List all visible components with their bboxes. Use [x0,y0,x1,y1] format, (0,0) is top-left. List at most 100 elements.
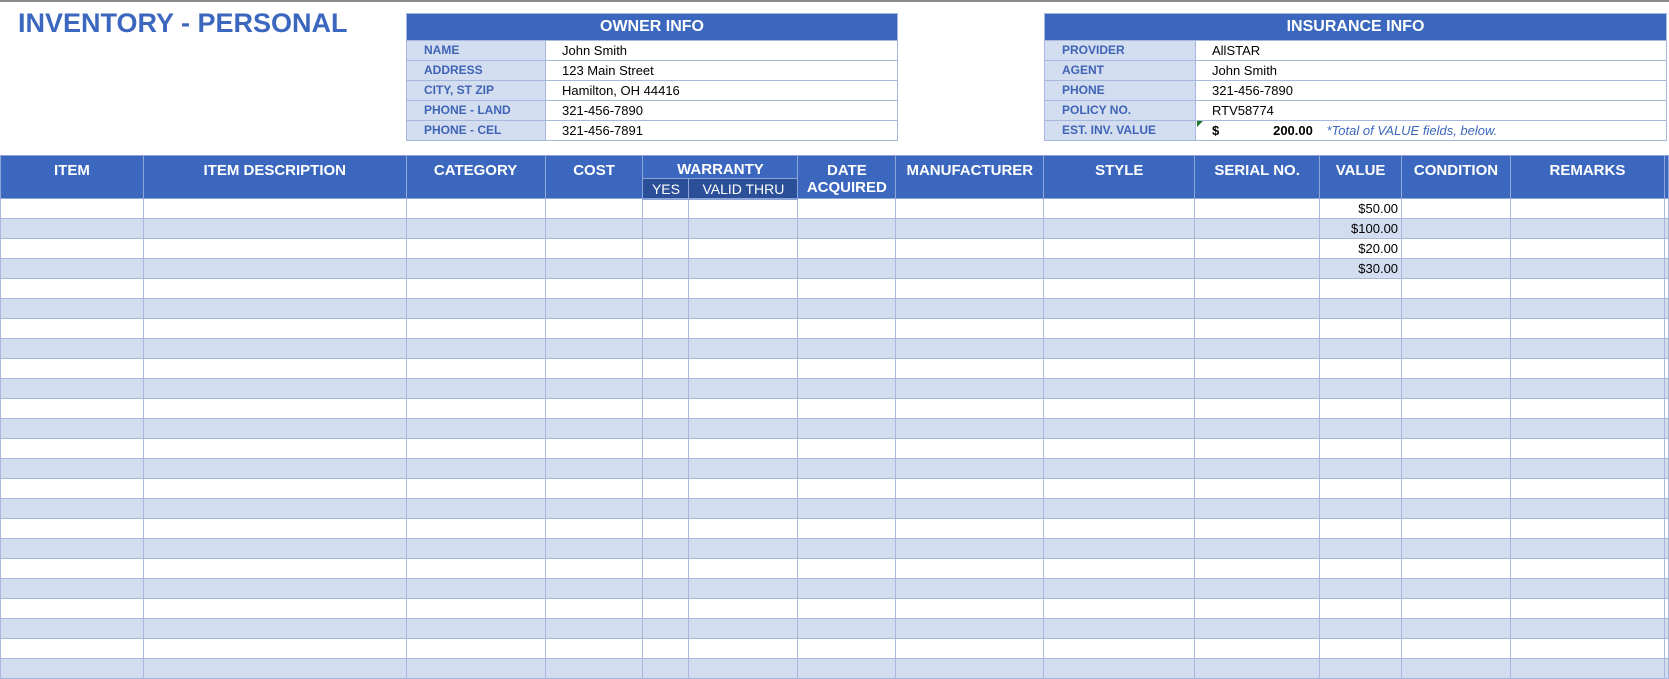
cell-warranty-yes[interactable] [642,298,690,319]
cell-item[interactable] [0,278,144,299]
cell-warranty-valid-thru[interactable] [688,318,799,339]
field-value[interactable]: 321-456-7890 [562,103,643,118]
cell-value[interactable] [1319,398,1403,419]
cell-warranty-valid-thru[interactable] [688,498,799,519]
cell-extra[interactable] [1663,398,1669,419]
cell-extra[interactable] [1663,618,1669,639]
cell-remarks[interactable] [1510,498,1665,519]
cell-extra[interactable] [1663,658,1669,679]
cell-description[interactable] [142,258,407,279]
field-value[interactable]: John Smith [1212,63,1278,78]
cell-manufacturer[interactable] [895,418,1045,439]
cell-category[interactable] [405,358,546,379]
cell-style[interactable] [1043,458,1196,479]
cell-serial[interactable] [1194,338,1321,359]
cell-description[interactable] [142,418,407,439]
cell-cost[interactable] [544,218,644,239]
cell-date-acquired[interactable] [797,538,897,559]
cell-serial[interactable] [1194,478,1321,499]
cell-remarks[interactable] [1510,278,1665,299]
cell-serial[interactable] [1194,558,1321,579]
cell-serial[interactable] [1194,658,1321,679]
cell-serial[interactable] [1194,538,1321,559]
cell-condition[interactable] [1401,318,1511,339]
cell-value[interactable] [1319,498,1403,519]
cell-item[interactable] [0,558,144,579]
col-serial[interactable]: SERIAL NO. [1194,155,1321,199]
cell-description[interactable] [142,518,407,539]
cell-manufacturer[interactable] [895,598,1045,619]
cell-date-acquired[interactable] [797,518,897,539]
cell-remarks[interactable] [1510,658,1665,679]
cell-remarks[interactable] [1510,598,1665,619]
cell-date-acquired[interactable] [797,198,897,219]
col-remarks[interactable]: REMARKS [1510,155,1665,199]
cell-condition[interactable] [1401,518,1511,539]
cell-warranty-valid-thru[interactable] [688,298,799,319]
cell-condition[interactable] [1401,298,1511,319]
cell-warranty-valid-thru[interactable] [688,478,799,499]
cell-warranty-valid-thru[interactable] [688,658,799,679]
cell-cost[interactable] [544,498,644,519]
cell-item[interactable] [0,398,144,419]
cell-warranty-yes[interactable] [642,598,690,619]
cell-extra[interactable] [1663,518,1669,539]
cell-condition[interactable] [1401,218,1511,239]
cell-date-acquired[interactable] [797,558,897,579]
cell-serial[interactable] [1194,278,1321,299]
field-value[interactable]: 321-456-7890 [1212,83,1293,98]
cell-warranty-valid-thru[interactable] [688,518,799,539]
cell-cost[interactable] [544,258,644,279]
cell-value[interactable] [1319,578,1403,599]
cell-serial[interactable] [1194,438,1321,459]
cell-manufacturer[interactable] [895,358,1045,379]
field-value[interactable]: RTV58774 [1212,103,1274,118]
cell-manufacturer[interactable] [895,218,1045,239]
cell-warranty-yes[interactable] [642,618,690,639]
cell-remarks[interactable] [1510,318,1665,339]
cell-manufacturer[interactable] [895,338,1045,359]
cell-warranty-valid-thru[interactable] [688,598,799,619]
cell-serial[interactable] [1194,578,1321,599]
cell-value[interactable]: $20.00 [1319,238,1403,259]
cell-style[interactable] [1043,338,1196,359]
cell-value[interactable] [1319,298,1403,319]
cell-extra[interactable] [1663,258,1669,279]
cell-condition[interactable] [1401,538,1511,559]
cell-warranty-yes[interactable] [642,478,690,499]
cell-manufacturer[interactable] [895,318,1045,339]
cell-manufacturer[interactable] [895,258,1045,279]
cell-warranty-yes[interactable] [642,358,690,379]
cell-category[interactable] [405,638,546,659]
cell-serial[interactable] [1194,638,1321,659]
cell-category[interactable] [405,218,546,239]
cell-warranty-valid-thru[interactable] [688,198,799,219]
cell-serial[interactable] [1194,258,1321,279]
field-value[interactable]: 123 Main Street [562,63,654,78]
cell-serial[interactable] [1194,398,1321,419]
cell-value[interactable]: $100.00 [1319,218,1403,239]
cell-condition[interactable] [1401,638,1511,659]
cell-description[interactable] [142,278,407,299]
cell-extra[interactable] [1663,218,1669,239]
cell-style[interactable] [1043,398,1196,419]
cell-warranty-yes[interactable] [642,238,690,259]
cell-date-acquired[interactable] [797,578,897,599]
cell-style[interactable] [1043,298,1196,319]
cell-warranty-valid-thru[interactable] [688,278,799,299]
cell-style[interactable] [1043,478,1196,499]
cell-remarks[interactable] [1510,478,1665,499]
cell-cost[interactable] [544,658,644,679]
cell-category[interactable] [405,478,546,499]
cell-serial[interactable] [1194,358,1321,379]
cell-description[interactable] [142,378,407,399]
cell-cost[interactable] [544,438,644,459]
col-value[interactable]: VALUE [1319,155,1403,199]
cell-condition[interactable] [1401,558,1511,579]
cell-value[interactable] [1319,318,1403,339]
cell-item[interactable] [0,418,144,439]
cell-date-acquired[interactable] [797,498,897,519]
cell-date-acquired[interactable] [797,318,897,339]
col-condition[interactable]: CONDITION [1401,155,1511,199]
cell-description[interactable] [142,498,407,519]
